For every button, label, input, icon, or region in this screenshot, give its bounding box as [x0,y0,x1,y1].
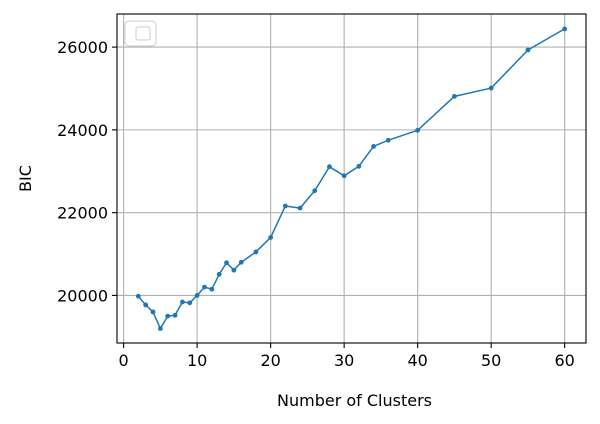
data-point [253,249,259,255]
data-point [165,313,171,319]
data-point [452,93,457,99]
data-point [238,259,244,265]
data-point [135,293,141,299]
data-point [282,203,288,209]
data-point [209,286,215,292]
x-tick-label: 30 [334,351,354,370]
data-point [224,260,229,266]
data-point [371,144,376,149]
x-axis: 0 10 20 30 40 50 60 [119,343,575,370]
data-point [202,284,207,290]
y-tick-label: 20000 [57,286,108,305]
data-point [231,267,237,273]
x-tick-label: 10 [187,351,207,370]
data-point [143,302,149,308]
x-tick-label: 20 [260,351,280,370]
data-point [562,26,568,32]
x-tick-label: 40 [407,351,427,370]
data-point [488,85,494,91]
data-point [327,164,332,170]
data-point [150,309,156,315]
x-axis-label: Number of Clusters [277,391,432,410]
data-point [180,299,185,305]
data-point [157,326,163,331]
y-axis: 20000 22000 24000 26000 [57,38,117,305]
data-point [268,235,274,240]
data-point [356,163,362,169]
data-point [297,205,303,211]
data-point [385,137,391,143]
y-axis-label: BIC [16,165,35,192]
data-point [341,173,347,179]
y-tick-label: 26000 [57,38,108,57]
data-point [216,271,222,277]
x-tick-label: 50 [481,351,501,370]
legend-marker-empty [135,26,151,41]
x-tick-label: 60 [555,351,575,370]
data-point [525,47,531,53]
data-point [194,293,200,298]
plot-frame [116,13,587,344]
data-point [415,127,421,133]
y-tick-label: 22000 [57,204,108,223]
data-point [187,300,193,306]
data-point [312,188,318,194]
series-layer [135,26,568,331]
x-tick-label: 0 [119,351,129,370]
data-point [172,312,178,318]
y-tick-label: 24000 [57,121,108,140]
